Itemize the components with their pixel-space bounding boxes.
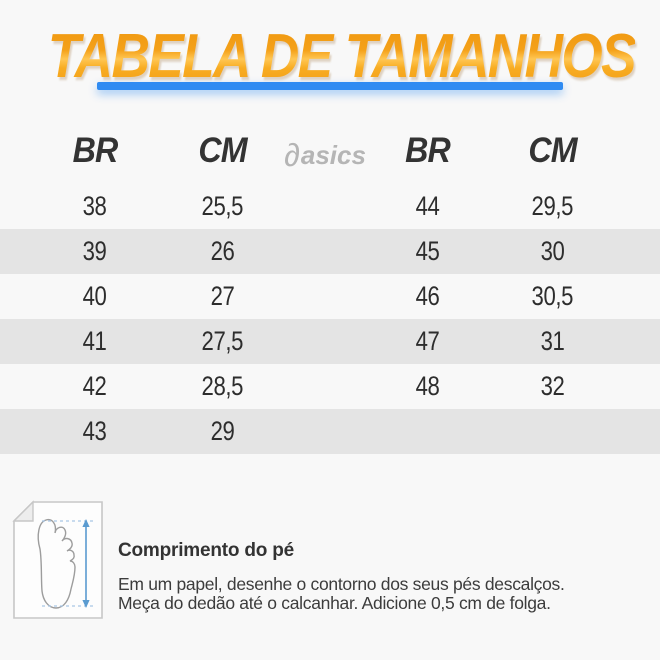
cm-size: 29 [210, 416, 235, 446]
asics-logo-text: asics [300, 139, 366, 170]
br-size: 40 [83, 281, 107, 311]
column-header-cm-right: CM [528, 131, 577, 170]
table-header-row: BR CM ∂ asics BR CM [0, 118, 660, 184]
title-underline [97, 82, 563, 90]
cm-size: 32 [540, 371, 565, 401]
br-size: 39 [83, 236, 107, 266]
size-table: BR CM ∂ asics BR CM 38 25,5 44 29,5 39 26… [0, 118, 660, 454]
asics-logo: ∂ asics [284, 131, 366, 173]
cm-size: 27,5 [201, 326, 244, 356]
table-row: 39 26 45 30 [0, 229, 660, 274]
instructions-line-1: Em um papel, desenhe o contorno dos seus… [118, 574, 565, 594]
table-row: 42 28,5 48 32 [0, 364, 660, 409]
cm-size: 30 [540, 236, 565, 266]
title-area: TABELA DE TAMANHOS [0, 0, 660, 89]
cm-size: 29,5 [531, 191, 574, 221]
br-size: 47 [415, 326, 440, 356]
cm-size: 27 [210, 281, 235, 311]
br-size: 46 [415, 281, 440, 311]
br-size: 38 [83, 191, 107, 221]
table-row: 41 27,5 47 31 [0, 319, 660, 364]
br-size: 44 [415, 191, 440, 221]
cm-size: 30,5 [531, 281, 574, 311]
column-header-br-left: BR [72, 131, 119, 170]
instructions-line-2: Meça do dedão até o calcanhar. Adicione … [118, 593, 551, 613]
br-size: 43 [83, 416, 107, 446]
table-row: 38 25,5 44 29,5 [0, 184, 660, 229]
table-row: 43 29 [0, 409, 660, 454]
column-header-cm-left: CM [198, 131, 247, 170]
cm-size: 26 [210, 236, 235, 266]
cm-size: 28,5 [201, 371, 244, 401]
measuring-instructions: Comprimento do pé Em um papel, desenhe o… [12, 500, 660, 620]
br-size: 42 [83, 371, 107, 401]
cm-size: 31 [540, 326, 565, 356]
instructions-text: Comprimento do pé Em um papel, desenhe o… [118, 500, 565, 613]
instructions-heading: Comprimento do pé [118, 540, 295, 561]
page-title: TABELA DE TAMANHOS [47, 22, 637, 91]
br-size: 41 [83, 326, 107, 356]
br-size: 48 [415, 371, 440, 401]
column-header-br-right: BR [405, 131, 451, 170]
br-size: 45 [415, 236, 440, 266]
cm-size: 25,5 [201, 191, 244, 221]
asics-spiral-icon: ∂ [284, 137, 300, 173]
table-row: 40 27 46 30,5 [0, 274, 660, 319]
foot-measure-icon [12, 500, 103, 619]
